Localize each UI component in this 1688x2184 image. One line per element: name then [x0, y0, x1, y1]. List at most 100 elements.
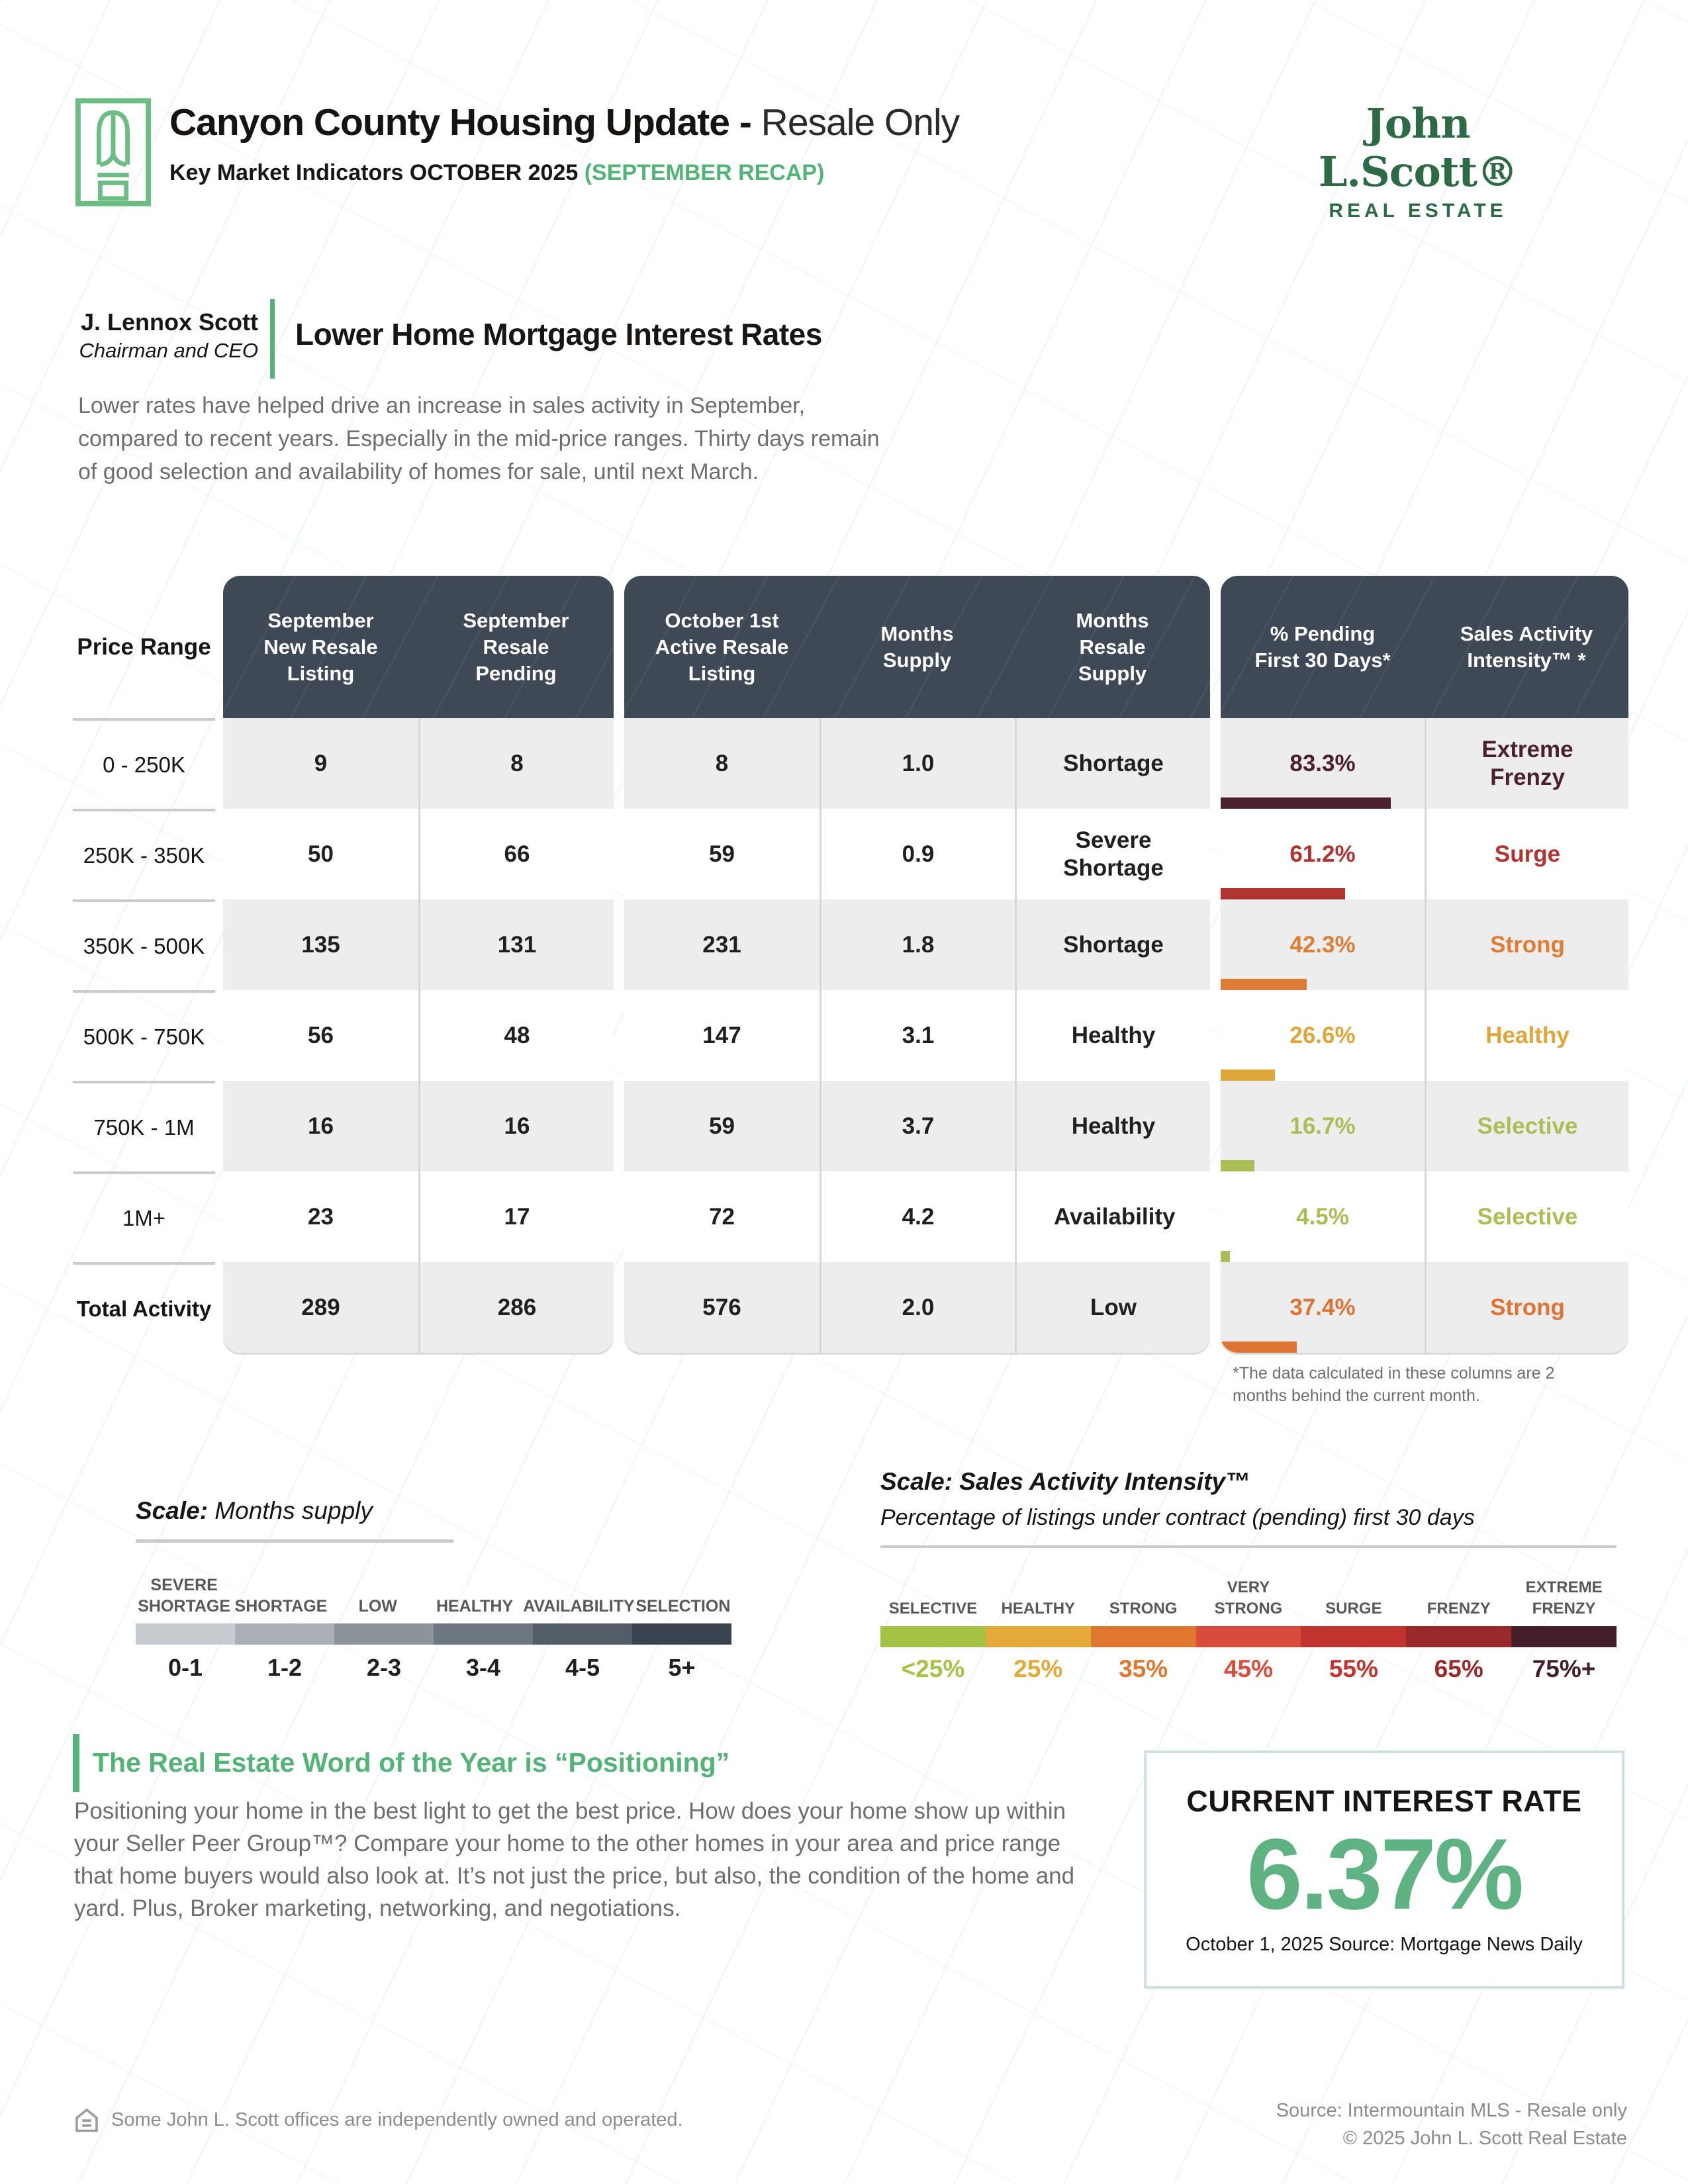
- table-row: 83.3% Extreme Frenzy: [1221, 718, 1628, 809]
- supply-scale-label: LOW: [358, 1597, 397, 1615]
- price-range-label: 1M+: [73, 1171, 215, 1262]
- table-row: 231 1.8 Shortage: [624, 899, 1210, 990]
- intensity-scale-labels: SELECTIVE HEALTHY STRONG VERY STRONG SUR…: [880, 1564, 1617, 1619]
- intensity-scale-segment: [985, 1626, 1091, 1647]
- cell-active-listing: 147: [702, 1022, 741, 1048]
- supply-scale-label: AVAILABILITY: [523, 1597, 635, 1615]
- cell-intensity: Strong: [1425, 899, 1628, 990]
- cell-supply-label: Healthy: [1015, 990, 1210, 1081]
- price-range-header: Price Range: [77, 633, 211, 660]
- supply-block: October 1st Active Resale Listing Months…: [624, 576, 1210, 1353]
- footer-disclaimer: Some John L. Scott offices are independe…: [111, 2109, 683, 2130]
- table-row-total: 576 2.0 Low: [624, 1262, 1210, 1353]
- table-row: 42.3% Strong: [1221, 899, 1628, 990]
- page-subtitle: Key Market Indicators OCTOBER 2025 (SEPT…: [169, 160, 959, 186]
- listing-pending-block: September New Resale Listing September R…: [223, 576, 614, 1353]
- supply-scale-segment: [334, 1623, 434, 1645]
- word-of-year-accent-bar: [73, 1734, 79, 1792]
- price-range-label: 500K - 750K: [73, 990, 215, 1081]
- supply-scale-underline: [136, 1539, 453, 1543]
- price-range-label: 250K - 350K: [73, 809, 215, 899]
- cell-resale-pending: 286: [418, 1262, 614, 1353]
- author-block: J. Lennox Scott Chairman and CEO: [66, 308, 258, 363]
- page-title-bold: Canyon County Housing Update -: [169, 101, 752, 144]
- footer-left: Some John L. Scott offices are independe…: [73, 2106, 683, 2134]
- table-row: 61.2% Surge: [1221, 809, 1628, 899]
- cell-active-listing: 576: [702, 1294, 741, 1320]
- col-header-sales-intensity: Sales Activity Intensity™ *: [1460, 621, 1593, 672]
- footer-copyright: © 2025 John L. Scott Real Estate: [1342, 2128, 1627, 2149]
- cell-new-listing: 289: [301, 1294, 340, 1320]
- pct-pending-bar: [1221, 1251, 1230, 1262]
- interest-rate-value: 6.37%: [1246, 1817, 1524, 1931]
- table-row: 26.6% Healthy: [1221, 990, 1628, 1081]
- cell-pct-pending: 61.2%: [1221, 809, 1425, 899]
- table-row: 59 3.7 Healthy: [624, 1081, 1210, 1171]
- page-subtitle-black: Key Market Indicators OCTOBER 2025: [169, 160, 585, 185]
- current-interest-rate-box: CURRENT INTEREST RATE 6.37% October 1, 2…: [1144, 1751, 1624, 1989]
- price-range-label: 0 - 250K: [73, 718, 215, 809]
- cell-resale-pending: 66: [418, 809, 614, 899]
- cell-resale-pending: 8: [418, 718, 614, 809]
- word-of-year-heading: The Real Estate Word of the Year is “Pos…: [93, 1747, 730, 1778]
- cell-pct-pending: 4.5%: [1221, 1171, 1425, 1262]
- intro-divider: [270, 299, 275, 379]
- cell-intensity: Healthy: [1425, 990, 1628, 1081]
- intensity-scale-label: FRENZY: [1427, 1600, 1491, 1617]
- table-row: 23 17: [223, 1171, 614, 1262]
- supply-scale-label: SHORTAGE: [234, 1597, 328, 1615]
- intensity-scale-range: 25%: [1013, 1655, 1063, 1682]
- pct-pending-bar: [1221, 1342, 1297, 1353]
- col-header-resale-pending: September Resale Pending: [463, 608, 569, 685]
- cell-new-listing: 50: [308, 841, 334, 867]
- cell-pct-pending: 16.7%: [1221, 1081, 1425, 1171]
- price-range-column: Price Range 0 - 250K 250K - 350K 350K - …: [73, 576, 215, 1353]
- supply-header: October 1st Active Resale Listing Months…: [624, 576, 1210, 718]
- col-header-active-listing: October 1st Active Resale Listing: [655, 608, 789, 685]
- table-row: 16 16: [223, 1081, 614, 1171]
- page-subtitle-green: (SEPTEMBER RECAP): [584, 160, 825, 185]
- word-of-year-paragraph: Positioning your home in the best light …: [74, 1798, 1075, 1921]
- cell-months-supply: 4.2: [820, 1171, 1015, 1262]
- supply-scale-label: SELECTION: [635, 1597, 731, 1615]
- cell-new-listing: 9: [314, 750, 328, 776]
- table-row-total: 37.4% Strong: [1221, 1262, 1628, 1353]
- intro-paragraph: Lower rates have helped drive an increas…: [78, 393, 880, 484]
- cell-intensity: Extreme Frenzy: [1425, 718, 1628, 809]
- intensity-scale-segment: [1511, 1626, 1617, 1647]
- cell-new-listing: 56: [308, 1022, 334, 1048]
- cell-supply-label: Severe Shortage: [1015, 809, 1210, 899]
- supply-scale-segment: [533, 1623, 632, 1645]
- cell-intensity: Strong: [1425, 1262, 1628, 1353]
- table-row-total: 289 286: [223, 1262, 614, 1353]
- page-title: Canyon County Housing Update - Resale On…: [169, 101, 960, 144]
- cell-resale-pending: 48: [418, 990, 614, 1081]
- cell-active-listing: 231: [702, 931, 741, 958]
- intensity-scale-segment: [1301, 1626, 1407, 1647]
- table-row: 16.7% Selective: [1221, 1081, 1628, 1171]
- table-row: 8 1.0 Shortage: [624, 718, 1210, 809]
- footer-right: Source: Intermountain MLS - Resale only …: [1276, 2097, 1627, 2152]
- supply-scale-bar: [136, 1623, 731, 1645]
- cell-supply-label: Shortage: [1015, 899, 1210, 990]
- cell-pct-pending: 26.6%: [1221, 990, 1425, 1081]
- intensity-scale-label: STRONG: [1109, 1600, 1178, 1617]
- cell-intensity: Selective: [1425, 1171, 1628, 1262]
- supply-scale-segment: [136, 1623, 235, 1645]
- cell-active-listing: 8: [715, 750, 729, 776]
- intensity-scale-divider: [880, 1545, 1617, 1548]
- cell-months-supply: 3.1: [820, 990, 1015, 1081]
- intensity-scale-subtitle: Percentage of listings under contract (p…: [880, 1505, 1475, 1530]
- intensity-scale-range: 35%: [1119, 1655, 1168, 1682]
- col-header-new-listing: September New Resale Listing: [263, 608, 378, 685]
- pct-pending-bar: [1221, 979, 1307, 990]
- table-footnote: *The data calculated in these columns ar…: [1233, 1364, 1555, 1405]
- cell-resale-pending: 17: [418, 1171, 614, 1262]
- footer-source: Source: Intermountain MLS - Resale only: [1276, 2100, 1627, 2121]
- cell-active-listing: 59: [709, 1113, 735, 1139]
- supply-scale-labels: SEVERE SHORTAGE SHORTAGE LOW HEALTHY AVA…: [136, 1561, 731, 1617]
- supply-scale-range: 0-1: [167, 1654, 203, 1681]
- intensity-scale-bar: [880, 1626, 1617, 1647]
- table-row: 59 0.9 Severe Shortage: [624, 809, 1210, 899]
